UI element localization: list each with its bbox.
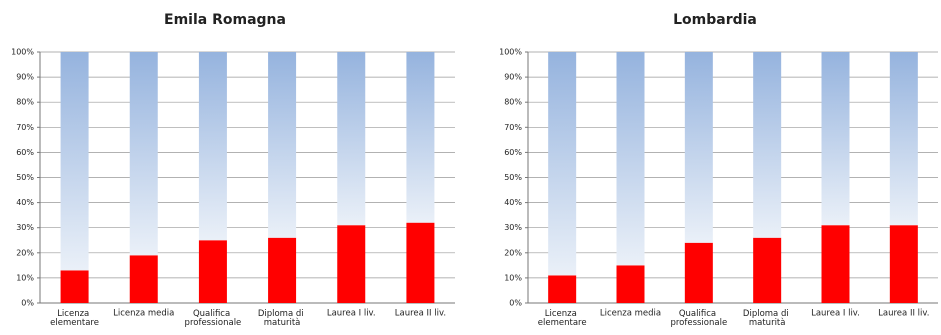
- y-tick-label: 0%: [21, 299, 34, 308]
- bar-segment: [684, 52, 713, 243]
- bar-segment: [268, 237, 297, 303]
- bar-segment: [821, 52, 850, 226]
- bar-segment: [616, 52, 645, 266]
- y-tick-label: 100%: [11, 48, 34, 57]
- x-tick-label: Diploma di maturità: [258, 309, 307, 328]
- y-tick-label: 60%: [16, 148, 34, 157]
- y-tick-label: 70%: [16, 123, 34, 132]
- y-tick-label: 70%: [504, 123, 522, 132]
- bar-segment: [889, 52, 918, 226]
- x-tick-label: Qualifica professionale: [185, 309, 242, 328]
- bar-segment: [129, 52, 158, 256]
- bar-segment: [337, 225, 366, 303]
- y-tick-label: 90%: [16, 73, 34, 82]
- y-tick-label: 40%: [16, 198, 34, 207]
- y-tick-label: 50%: [16, 173, 34, 182]
- bar-segment: [406, 222, 435, 303]
- x-tick-label: Licenza media: [113, 309, 174, 319]
- y-tick-label: 90%: [504, 73, 522, 82]
- x-tick-label: Qualifica professionale: [670, 309, 727, 328]
- bar-segment: [821, 225, 850, 303]
- y-tick-label: 10%: [16, 273, 34, 282]
- y-tick-label: 80%: [16, 98, 34, 107]
- y-tick-label: 80%: [504, 98, 522, 107]
- bar-segment: [406, 52, 435, 223]
- bar-segment: [548, 275, 577, 303]
- bar-segment: [753, 237, 782, 303]
- bar-segment: [60, 52, 89, 271]
- y-tick-label: 30%: [16, 223, 34, 232]
- chart-title: Lombardia: [673, 12, 757, 28]
- bar-segment: [198, 52, 227, 241]
- x-tick-label: Licenza media: [600, 309, 661, 319]
- bar-segment: [129, 255, 158, 303]
- x-tick-label: Diploma di maturità: [743, 309, 792, 328]
- y-tick-label: 0%: [509, 299, 522, 308]
- x-tick-label: Laurea II liv.: [878, 309, 929, 319]
- bar-segment: [60, 270, 89, 303]
- y-tick-label: 10%: [504, 273, 522, 282]
- x-tick-label: Licenza elementare: [50, 309, 99, 328]
- bar-segment: [684, 242, 713, 303]
- x-tick-label: Licenza elementare: [538, 309, 587, 328]
- bar-segment: [753, 52, 782, 238]
- y-tick-label: 50%: [504, 173, 522, 182]
- y-tick-label: 60%: [504, 148, 522, 157]
- y-tick-label: 100%: [499, 48, 522, 57]
- bar-segment: [889, 225, 918, 303]
- bar-segment: [198, 240, 227, 303]
- y-tick-label: 20%: [504, 248, 522, 257]
- x-tick-label: Laurea I liv.: [811, 309, 860, 319]
- x-tick-label: Laurea I liv.: [327, 309, 376, 319]
- bar-segment: [268, 52, 297, 238]
- y-tick-label: 20%: [16, 248, 34, 257]
- bar-segment: [616, 265, 645, 303]
- chart-title: Emila Romagna: [164, 12, 286, 28]
- y-tick-label: 30%: [504, 223, 522, 232]
- bar-segment: [337, 52, 366, 226]
- bar-segment: [548, 52, 577, 276]
- x-tick-label: Laurea II liv.: [395, 309, 446, 319]
- y-tick-label: 40%: [504, 198, 522, 207]
